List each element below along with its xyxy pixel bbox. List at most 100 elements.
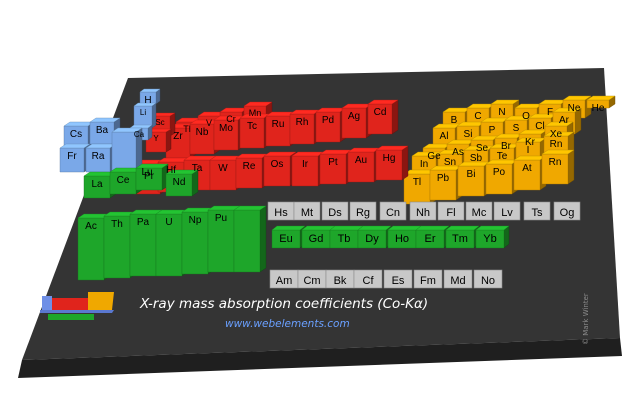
element-symbol-og: Og	[560, 207, 575, 219]
element-symbol-hf: Hf	[166, 165, 176, 176]
bar-top-dy	[357, 225, 392, 231]
element-symbol-ba: Ba	[96, 125, 109, 136]
element-symbol-tl: Tl	[183, 124, 191, 134]
element-symbol-dy: Dy	[365, 233, 379, 245]
bar-top-ar	[552, 107, 582, 113]
element-symbol-b: B	[451, 115, 458, 126]
bar-top-tm	[445, 225, 480, 231]
bar-side-cd	[391, 99, 399, 135]
element-symbol-mn: Mn	[249, 108, 262, 118]
element-symbol-np: Np	[189, 215, 202, 226]
bar-top-li	[133, 102, 157, 107]
element-symbol-br: Br	[501, 141, 512, 152]
bar-top-rn	[543, 131, 575, 137]
element-symbol-xe: Xe	[550, 129, 563, 140]
bar-side-hg	[401, 145, 409, 181]
element-symbol-kr: Kr	[525, 137, 536, 148]
element-symbol-er: Er	[425, 233, 436, 245]
legend-yellow	[88, 292, 114, 310]
element-symbol-cr: Cr	[226, 114, 236, 124]
element-symbol-ca: Ca	[134, 130, 145, 139]
element-symbol-sc: Sc	[155, 118, 164, 127]
bar-front-	[233, 209, 261, 273]
bar-top-ne	[562, 95, 592, 101]
element-symbol-ta: Ta	[192, 163, 203, 174]
element-symbol-yb: Yb	[483, 233, 496, 245]
bar-top-ir	[291, 151, 325, 157]
element-symbol-pt: Pt	[328, 157, 338, 168]
element-symbol-al: Al	[440, 131, 449, 142]
legend-blue	[42, 296, 52, 310]
element-symbol-ge: Ge	[427, 151, 441, 162]
element-symbol-tb: Tb	[338, 233, 351, 245]
tile-mt	[293, 201, 321, 221]
tile-rg	[349, 201, 377, 221]
bar-top-nd	[165, 169, 199, 175]
element-symbol-po: Po	[493, 167, 506, 178]
element-symbol-s: S	[513, 123, 520, 134]
bar-top-at	[513, 155, 547, 161]
element-symbol-te: Te	[497, 151, 508, 162]
bar-top-er	[415, 225, 450, 231]
website-link[interactable]: www.webelements.com	[225, 318, 350, 330]
element-symbol-os: Os	[271, 159, 284, 170]
element-symbol-eu: Eu	[279, 233, 292, 245]
bar-top-pt	[319, 149, 353, 155]
tile-nh	[409, 201, 437, 221]
element-symbol-li: Li	[140, 108, 146, 117]
element-symbol-nd: Nd	[173, 177, 186, 188]
element-symbol-fr: Fr	[67, 151, 77, 162]
bar-top-rn	[541, 149, 575, 155]
copyright-notice: © Mark Winter	[582, 293, 590, 345]
element-symbol-nb: Nb	[196, 127, 209, 138]
element-symbol-rh: Rh	[296, 117, 309, 128]
bar-top-ho	[387, 225, 422, 231]
element-symbol-f: F	[547, 107, 553, 118]
tile-mc	[465, 201, 493, 221]
tile-ds	[321, 201, 349, 221]
element-symbol-si: Si	[464, 129, 473, 140]
tile-og	[553, 201, 581, 221]
element-symbol-h: H	[144, 95, 151, 106]
element-symbol-mt: Mt	[301, 207, 313, 219]
chart-title: X-ray mass absorption coefficients (Co-K…	[140, 296, 429, 312]
tile-fm	[413, 269, 443, 289]
bar-top-n	[490, 99, 520, 105]
bar-top-au	[347, 147, 381, 153]
element-symbol-cs: Cs	[70, 129, 82, 140]
element-symbol-hs: Hs	[274, 207, 288, 219]
element-symbol-cd: Cd	[374, 107, 387, 118]
element-symbol-in: In	[420, 159, 428, 170]
element-symbol-mc: Mc	[472, 207, 487, 219]
element-symbol-tm: Tm	[452, 233, 468, 245]
tile-lv	[493, 201, 521, 221]
bar-front-	[111, 131, 137, 173]
element-symbol-cf: Cf	[363, 275, 375, 287]
bar-top-xe	[544, 121, 574, 127]
element-symbol-fm: Fm	[420, 275, 436, 287]
element-symbol-cn: Cn	[386, 207, 400, 219]
bar-top-os	[263, 151, 297, 157]
legend-red	[52, 298, 88, 310]
element-symbol-tc: Tc	[247, 121, 257, 132]
bar-top-hg	[375, 145, 409, 151]
element-symbol-es: Es	[392, 275, 405, 287]
element-symbol-ru: Ru	[272, 119, 285, 130]
element-symbol-no: No	[481, 275, 495, 287]
element-symbol-fl: Fl	[446, 207, 455, 219]
bar-side-rn	[567, 149, 575, 185]
bar-top-he	[586, 95, 616, 101]
element-symbol-at: At	[522, 163, 532, 174]
bar-top-ca	[129, 124, 153, 129]
element-symbol-nh: Nh	[416, 207, 430, 219]
element-symbol-y: Y	[153, 134, 159, 143]
legend-green	[48, 314, 94, 320]
element-symbol-pa: Pa	[137, 217, 150, 228]
bar-top-fr	[59, 143, 91, 149]
element-symbol-am: Am	[276, 275, 293, 287]
tile-md	[443, 269, 473, 289]
element-symbol-v: V	[206, 118, 212, 128]
tile-cf	[353, 269, 383, 289]
element-symbol-c: C	[474, 111, 481, 122]
element-symbol-bi: Bi	[467, 169, 476, 180]
